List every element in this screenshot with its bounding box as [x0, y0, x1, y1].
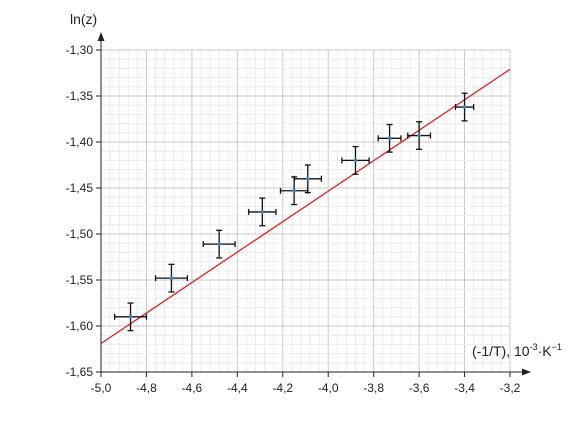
grid: [100, 49, 511, 373]
point-marker: [462, 105, 467, 109]
y-tick-label: -1,30: [66, 43, 94, 57]
data-point: [454, 92, 475, 122]
y-tick-label: -1,55: [66, 273, 94, 287]
x-tick-label: -5,0: [91, 381, 112, 395]
point-marker: [417, 133, 421, 138]
y-axis-arrow: [97, 32, 105, 41]
data-point: [154, 263, 188, 293]
x-axis-title-main: (-1/T), 10: [472, 343, 530, 359]
x-axis-arrow: [522, 368, 531, 376]
x-axis-title-units-exponent: −1: [552, 342, 562, 352]
y-axis-title: ln(z): [70, 11, 97, 27]
data-point: [202, 229, 236, 259]
axes: [97, 32, 531, 376]
data-point: [113, 302, 148, 332]
x-axis-title: (-1/T), 10-3·K−1: [472, 342, 562, 359]
ticks: -5,0 -4,8 -4,6 -4,4 -4,2 -4,0 -3,8 -3,6 -3,4 -3,2…: [66, 43, 521, 395]
x-axis-title-units: ·K: [538, 343, 553, 359]
data-point: [293, 164, 323, 194]
y-tick-label: -1,40: [66, 135, 94, 149]
x-tick-label: -4,0: [318, 381, 339, 395]
point-marker: [169, 276, 174, 280]
x-tick-label: -3,6: [409, 381, 430, 395]
fit-line-group: [100, 68, 511, 345]
y-tick-label: -1,60: [66, 319, 94, 333]
x-tick-label: -4,6: [182, 381, 203, 395]
x-axis-title-exponent: -3: [530, 342, 538, 352]
point-marker: [128, 315, 133, 319]
data-point: [377, 123, 402, 153]
data-points: [113, 92, 475, 332]
x-tick-label: -4,2: [272, 381, 293, 395]
y-tick-label: -1,50: [66, 227, 94, 241]
fit-line: [100, 68, 511, 345]
point-marker: [305, 177, 310, 181]
x-tick-label: -3,2: [500, 381, 521, 395]
data-point: [248, 197, 277, 227]
data-point: [407, 121, 432, 151]
point-marker: [217, 242, 221, 246]
x-tick-label: -4,4: [227, 381, 248, 395]
point-marker: [292, 188, 296, 193]
y-tick-label: -1,35: [66, 89, 94, 103]
point-marker: [260, 210, 265, 214]
point-marker: [387, 136, 392, 141]
x-tick-label: -3,4: [454, 381, 475, 395]
y-tick-label: -1,45: [66, 181, 94, 195]
x-tick-label: -3,8: [363, 381, 384, 395]
point-marker: [353, 158, 358, 163]
y-tick-label: -1,65: [66, 365, 94, 379]
x-tick-label: -4,8: [136, 381, 157, 395]
data-point: [341, 145, 370, 175]
